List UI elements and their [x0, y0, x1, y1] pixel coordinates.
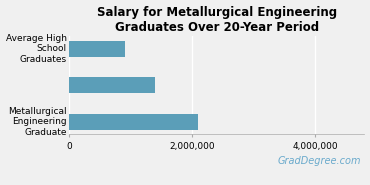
Bar — [69, 77, 155, 93]
Title: Salary for Metallurgical Engineering
Graduates Over 20-Year Period: Salary for Metallurgical Engineering Gra… — [97, 6, 337, 33]
Bar — [69, 41, 125, 57]
Bar — [69, 114, 198, 130]
Text: GradDegree.com: GradDegree.com — [278, 156, 361, 166]
